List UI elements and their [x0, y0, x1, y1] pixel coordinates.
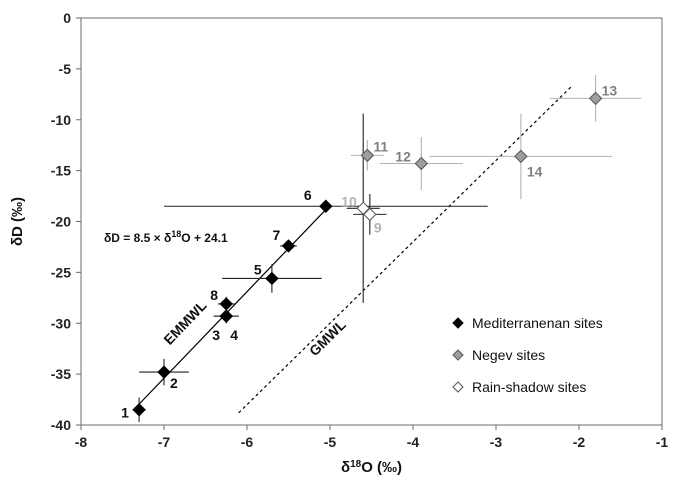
y-axis-label: δD (‰)	[9, 197, 26, 246]
x-tick-label: -2	[573, 434, 586, 450]
legend-marker	[452, 317, 464, 329]
x-tick-label: -1	[656, 434, 669, 450]
data-point-label: 14	[527, 163, 543, 179]
y-tick-label: -15	[51, 163, 71, 179]
data-point-label: 8	[210, 287, 218, 303]
y-tick-label: -5	[59, 61, 72, 77]
y-tick-label: -10	[51, 112, 71, 128]
x-tick-label: -8	[75, 434, 88, 450]
data-point-label: 7	[273, 227, 281, 243]
legend-marker	[452, 381, 464, 393]
data-point-marker	[514, 149, 528, 164]
y-tick-label: -35	[51, 366, 71, 382]
x-axis-label: δ18O (‰)	[341, 459, 402, 477]
y-tick-label: -20	[51, 214, 71, 230]
data-point-marker	[281, 239, 296, 253]
data-point-label: 3	[212, 327, 220, 343]
data-point-label: 10	[341, 193, 357, 209]
y-tick-label: -25	[51, 264, 71, 280]
legend-entry: Mediterranenan sites	[472, 315, 603, 331]
data-point-label: 6	[304, 187, 312, 203]
data-point-label: 2	[170, 375, 178, 391]
data-point-marker	[219, 297, 233, 311]
x-tick-label: -5	[324, 434, 337, 450]
legend-entry: Negev sites	[472, 347, 545, 363]
data-point-marker	[157, 365, 171, 379]
x-tick-label: -7	[158, 434, 171, 450]
data-point-marker	[356, 201, 370, 215]
data-point-label: 11	[373, 138, 388, 154]
gmwl-label: GMWL	[306, 316, 349, 359]
data-point-label: 13	[602, 82, 618, 98]
data-point-label: 5	[254, 261, 262, 277]
x-tick-label: -3	[490, 434, 503, 450]
data-point-label: 9	[374, 219, 382, 235]
data-point-label: 4	[230, 327, 238, 343]
data-point-marker	[132, 403, 146, 417]
data-point-label: 1	[121, 405, 129, 421]
data-point-marker	[219, 309, 233, 323]
x-tick-label: -4	[407, 434, 420, 450]
data-point-marker	[363, 207, 377, 222]
legend-marker	[452, 349, 464, 361]
y-tick-label: -30	[51, 315, 71, 331]
legend-entry: Rain-shadow sites	[472, 379, 586, 395]
regression-equation: δD = 8.5 × δ18O + 24.1	[104, 229, 228, 245]
y-tick-label: 0	[63, 10, 71, 26]
data-point-marker	[265, 271, 279, 286]
y-tick-label: -40	[51, 417, 71, 433]
plot-frame	[80, 17, 663, 426]
data-point-marker	[360, 148, 375, 163]
data-point-marker	[588, 91, 603, 106]
x-tick-label: -6	[241, 434, 254, 450]
emmwl-label: EMMWL	[160, 297, 210, 348]
data-point-marker	[319, 199, 333, 213]
data-point-label: 12	[395, 149, 411, 165]
data-point-marker	[414, 156, 429, 171]
